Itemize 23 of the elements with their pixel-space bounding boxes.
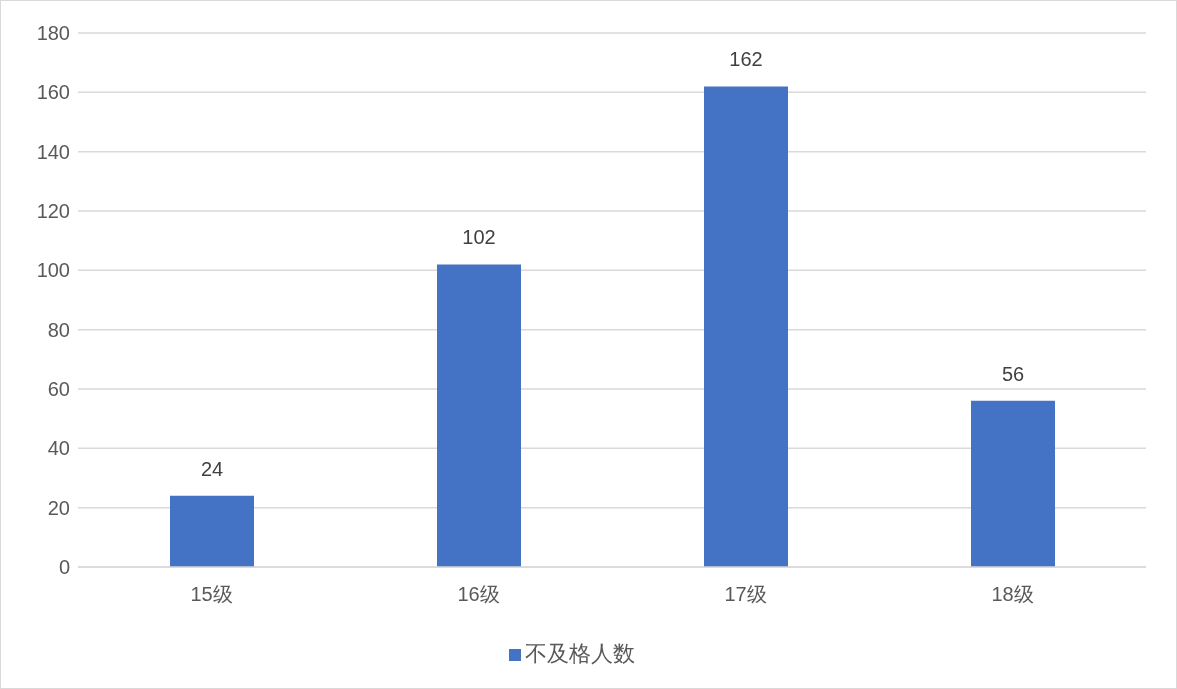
- y-tick-label: 140: [36, 140, 70, 163]
- y-tick-label: 0: [58, 556, 70, 579]
- x-tick-label: 18级: [991, 583, 1034, 606]
- data-label: 24: [200, 457, 224, 480]
- y-tick-label: 40: [47, 437, 70, 460]
- x-tick-label: 15级: [190, 583, 233, 606]
- bar: [704, 86, 788, 567]
- legend-label: 不及格人数: [525, 641, 635, 666]
- y-tick-label: 180: [36, 22, 70, 45]
- x-tick-label: 16级: [457, 583, 500, 606]
- data-label: 162: [729, 48, 763, 71]
- y-tick-label: 160: [36, 81, 70, 104]
- data-label: 56: [1001, 362, 1025, 385]
- bar: [170, 495, 254, 567]
- y-tick-label: 60: [47, 378, 70, 401]
- y-tick-label: 20: [47, 496, 70, 519]
- bar: [437, 264, 521, 567]
- bar: [971, 400, 1055, 567]
- y-tick-label: 120: [36, 200, 70, 223]
- x-tick-label: 17级: [724, 583, 767, 606]
- y-tick-label: 80: [47, 318, 70, 341]
- data-label: 102: [462, 226, 496, 249]
- y-tick-label: 100: [36, 259, 70, 282]
